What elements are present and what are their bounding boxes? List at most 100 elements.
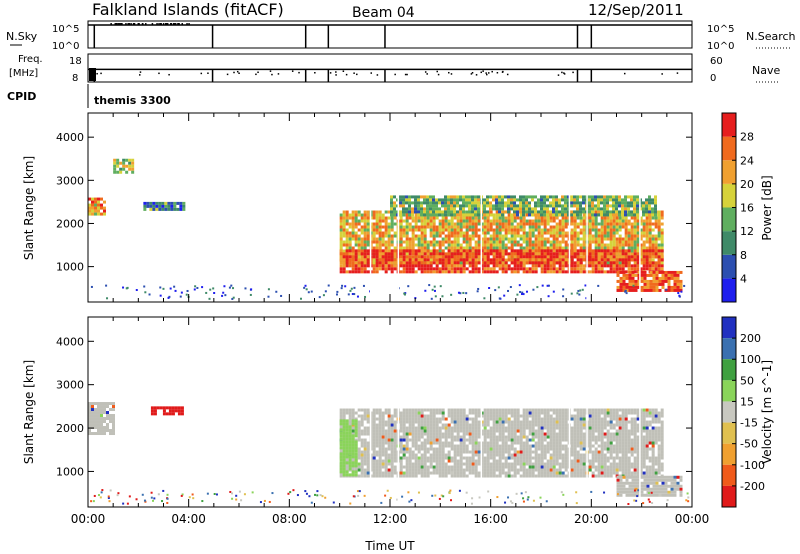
power-heatmap (88, 114, 686, 301)
data-cell (411, 438, 415, 442)
data-cell (606, 210, 609, 214)
data-cell (405, 474, 409, 478)
data-cell (480, 243, 484, 247)
data-cell (438, 468, 442, 472)
noise-cell (223, 285, 226, 288)
data-cell (97, 206, 100, 210)
data-cell (504, 258, 508, 262)
data-cell (570, 267, 574, 271)
data-cell (510, 216, 514, 220)
data-cell (357, 264, 361, 268)
data-cell (630, 267, 634, 271)
data-cell (432, 459, 436, 463)
data-cell (630, 255, 634, 259)
data-cell (531, 429, 535, 433)
data-cell (438, 249, 442, 253)
data-cell (552, 204, 555, 208)
data-cell (643, 276, 647, 280)
data-cell (420, 255, 424, 259)
data-cell (402, 246, 406, 250)
data-cell (654, 240, 658, 244)
nave-dot (563, 73, 566, 75)
data-cell (618, 213, 621, 217)
data-cell (495, 207, 498, 211)
data-cell (471, 429, 475, 433)
data-cell (399, 210, 402, 214)
data-cell (429, 459, 433, 463)
data-cell (657, 261, 661, 265)
data-cell (453, 411, 457, 415)
data-cell (507, 195, 510, 199)
nave-dot (353, 72, 355, 74)
data-cell (510, 441, 514, 445)
data-cell (501, 195, 504, 199)
data-cell (537, 198, 540, 202)
data-cell (573, 213, 576, 217)
data-cell (387, 222, 391, 226)
data-cell (486, 432, 490, 436)
data-cell (417, 225, 421, 229)
data-cell (477, 459, 481, 463)
data-cell (513, 216, 517, 220)
scan-gap (586, 114, 588, 301)
data-cell (459, 267, 463, 271)
data-cell (447, 243, 451, 247)
noise-spike (118, 23, 121, 26)
nave-dot (238, 72, 240, 75)
data-cell (615, 198, 618, 202)
data-cell (528, 474, 532, 478)
data-cell (633, 231, 637, 235)
data-cell (582, 213, 586, 217)
data-cell (633, 264, 637, 268)
data-cell (555, 258, 559, 262)
data-cell (633, 249, 637, 253)
data-cell (531, 255, 535, 259)
noise-cell (457, 291, 460, 294)
data-cell (489, 249, 493, 253)
data-cell (528, 237, 532, 241)
data-cell (510, 456, 514, 460)
data-cell (483, 474, 487, 478)
data-cell (399, 435, 403, 439)
noise-cell (341, 284, 344, 287)
data-cell (393, 231, 397, 235)
data-cell (405, 441, 409, 445)
data-cell (606, 258, 610, 262)
data-cell (378, 216, 382, 220)
data-cell (633, 258, 637, 262)
data-cell (525, 411, 529, 415)
data-cell (651, 261, 655, 265)
nave-dot (482, 70, 484, 72)
data-cell (366, 264, 370, 268)
data-cell (348, 231, 352, 235)
data-cell (459, 474, 463, 478)
data-cell (543, 252, 547, 256)
data-cell (621, 267, 625, 271)
data-cell (402, 252, 406, 256)
data-cell (630, 210, 633, 214)
data-cell (552, 201, 555, 205)
noise-spike (181, 23, 184, 26)
noise-cell (228, 286, 231, 289)
data-cell (390, 249, 394, 253)
data-cell (447, 258, 451, 262)
data-cell (97, 200, 100, 204)
data-cell (420, 420, 424, 424)
data-cell (495, 414, 499, 418)
data-cell (501, 204, 504, 208)
data-cell (519, 459, 523, 463)
data-cell (423, 429, 427, 433)
data-cell (372, 261, 376, 265)
data-cell (390, 240, 394, 244)
data-cell (432, 261, 436, 265)
noise-cell (424, 289, 427, 292)
data-cell (399, 243, 403, 247)
data-cell (363, 432, 367, 436)
data-cell (474, 219, 478, 223)
data-cell (417, 423, 421, 427)
noise-cell (356, 295, 359, 298)
data-cell (480, 444, 484, 448)
data-cell (498, 468, 502, 472)
data-cell (594, 255, 598, 259)
data-cell (609, 270, 613, 274)
